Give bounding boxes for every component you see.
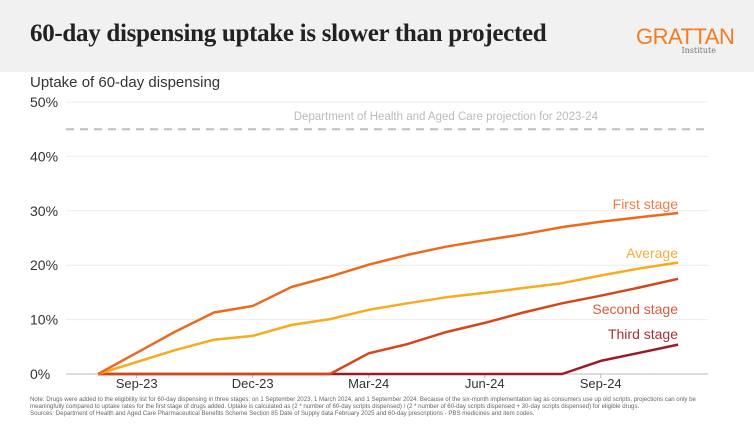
series-line-second-stage [98, 277, 679, 376]
x-tick-label: Sep-24 [580, 376, 622, 391]
y-tick-label: 50% [30, 94, 58, 110]
x-tick-label: Dec-23 [232, 376, 274, 391]
chart-title: 60-day dispensing uptake is slower than … [30, 20, 547, 47]
x-tick-label: Sep-23 [116, 376, 158, 391]
series-line-first-stage [97, 211, 679, 376]
logo-text: GRATTAN [636, 24, 735, 49]
note-text: Note: Drugs were added to the eligibilit… [30, 396, 696, 411]
series-label: Second stage [592, 301, 678, 317]
series-label: Third stage [608, 326, 678, 342]
series-label: Average [626, 245, 678, 261]
sources-text: Sources: Department of Health and Aged C… [30, 410, 535, 418]
y-tick-label: 40% [30, 148, 58, 164]
y-axis-title: Uptake of 60-day dispensing [30, 74, 221, 91]
header: 60-day dispensing uptake is slower than … [0, 0, 754, 72]
grattan-logo: GRATTAN Institute [636, 24, 735, 55]
y-tick-label: 10% [30, 312, 58, 328]
series-line-average [97, 261, 679, 376]
projection-label: Department of Health and Aged Care proje… [294, 111, 599, 123]
y-tick-label: 20% [30, 257, 58, 273]
logo-subtext: Institute [681, 46, 716, 55]
x-tick-label: Jun-24 [465, 376, 505, 391]
y-tick-label: 30% [30, 203, 58, 219]
y-tick-label: 0% [30, 366, 50, 382]
x-tick-label: Mar-24 [348, 376, 389, 391]
footnote: Note: Drugs were added to the eligibilit… [30, 396, 730, 418]
series-label: First stage [613, 196, 679, 212]
